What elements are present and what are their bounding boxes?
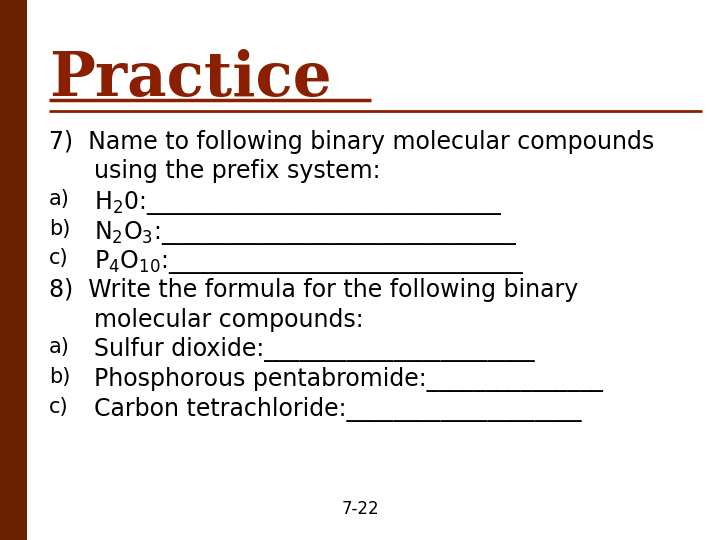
Text: c): c) bbox=[49, 397, 68, 417]
Text: a): a) bbox=[49, 189, 70, 209]
Text: N$_{2}$O$_{3}$:______________________________: N$_{2}$O$_{3}$:_________________________… bbox=[94, 219, 518, 247]
Text: 7-22: 7-22 bbox=[341, 501, 379, 518]
Text: 7)  Name to following binary molecular compounds: 7) Name to following binary molecular co… bbox=[49, 130, 654, 153]
Text: b): b) bbox=[49, 367, 71, 387]
Text: molecular compounds:: molecular compounds: bbox=[49, 308, 364, 332]
Text: b): b) bbox=[49, 219, 71, 239]
Text: Phosphorous pentabromide:_______________: Phosphorous pentabromide:_______________ bbox=[94, 367, 603, 392]
Bar bbox=[0, 0, 27, 540]
Text: Sulfur dioxide:_______________________: Sulfur dioxide:_______________________ bbox=[94, 338, 534, 362]
Text: c): c) bbox=[49, 248, 68, 268]
Text: P$_{4}$O$_{10}$:______________________________: P$_{4}$O$_{10}$:________________________… bbox=[94, 248, 524, 276]
Text: H$_{2}$0:______________________________: H$_{2}$0:______________________________ bbox=[94, 189, 503, 217]
Text: Carbon tetrachloride:____________________: Carbon tetrachloride:___________________… bbox=[94, 397, 581, 422]
Text: 8)  Write the formula for the following binary: 8) Write the formula for the following b… bbox=[49, 278, 578, 302]
Text: using the prefix system:: using the prefix system: bbox=[49, 159, 380, 183]
Text: a): a) bbox=[49, 338, 70, 357]
Text: Practice: Practice bbox=[49, 49, 332, 109]
